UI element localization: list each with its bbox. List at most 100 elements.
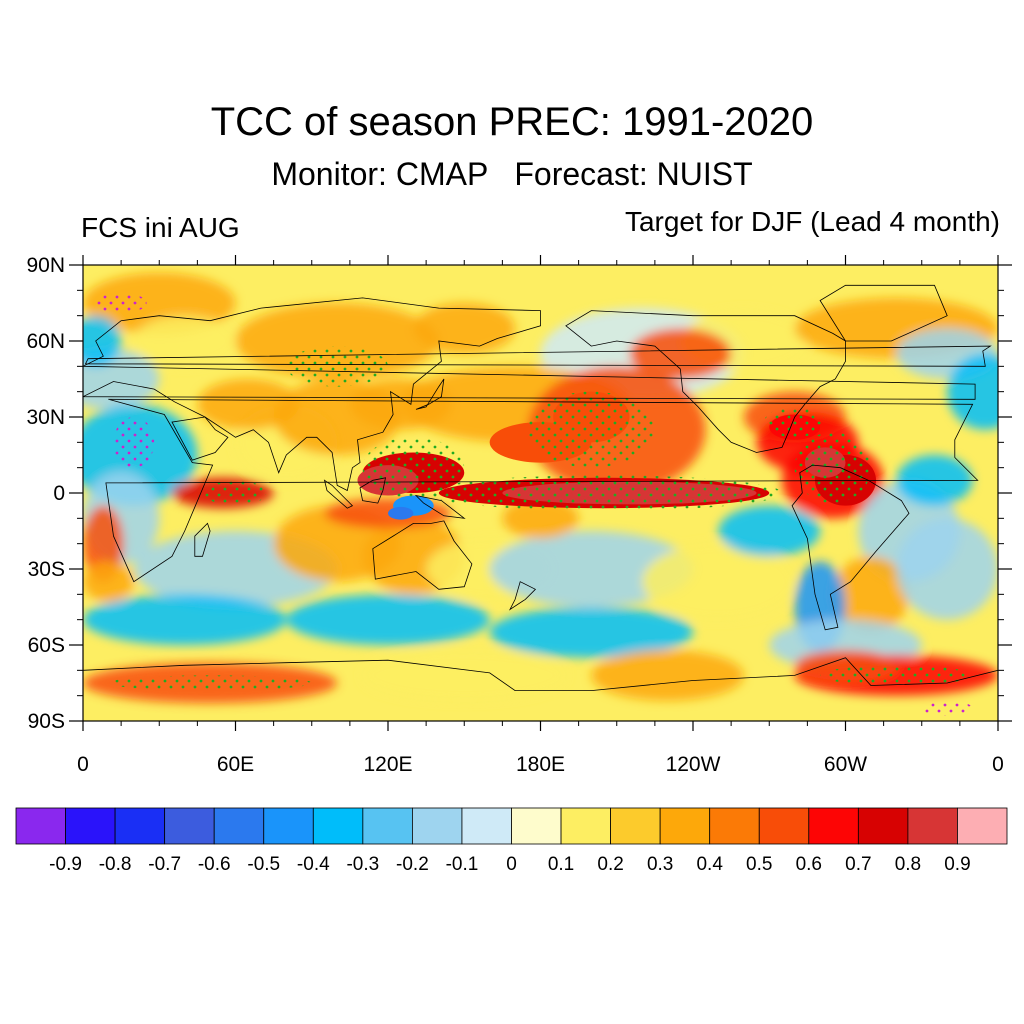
coastline bbox=[508, 581, 537, 611]
significant-area bbox=[108, 675, 312, 691]
field-patch bbox=[896, 518, 998, 620]
coastline bbox=[194, 522, 211, 557]
colorbar-swatch bbox=[65, 807, 116, 845]
colorbar-swatch bbox=[610, 807, 661, 845]
colorbar-label: -0.1 bbox=[446, 854, 479, 875]
colorbar-swatch bbox=[114, 807, 166, 845]
colorbar-label: 0.1 bbox=[548, 854, 574, 875]
colorbar-label: 0 bbox=[506, 854, 517, 875]
field-patch bbox=[489, 607, 693, 658]
field-patch bbox=[629, 328, 732, 379]
lon-tick-label: 120E bbox=[363, 753, 412, 776]
significant-area bbox=[527, 391, 655, 468]
field-patch bbox=[489, 531, 693, 607]
colorbar-swatch bbox=[857, 807, 909, 845]
coastline bbox=[171, 416, 229, 461]
significant-area bbox=[820, 665, 973, 686]
colorbar-swatch bbox=[659, 807, 711, 845]
lon-tick-label: 0 bbox=[77, 753, 89, 776]
significant-area bbox=[205, 480, 266, 506]
colorbar-swatch bbox=[15, 807, 66, 845]
field-patch bbox=[947, 353, 998, 430]
field-patch bbox=[83, 561, 134, 602]
colorbar-label: 0.3 bbox=[647, 854, 673, 875]
significance-stipples bbox=[95, 292, 973, 716]
colorbar-swatch bbox=[312, 807, 364, 845]
lat-tick-label: 90S bbox=[28, 710, 65, 733]
colorbar-swatch bbox=[411, 807, 463, 845]
field-patch bbox=[286, 594, 490, 646]
lat-tick-label: 0 bbox=[53, 482, 65, 505]
lat-tick-label: 60N bbox=[26, 330, 65, 353]
colorbar-label: -0.4 bbox=[297, 854, 330, 875]
field-patch bbox=[133, 315, 236, 367]
lat-tick-label: 90N bbox=[26, 254, 65, 277]
coastline bbox=[359, 477, 387, 504]
significant-area bbox=[286, 346, 388, 387]
map-subtitle: Monitor: CMAP Forecast: NUIST bbox=[271, 156, 753, 192]
lon-tick-label: 60W bbox=[824, 753, 867, 776]
colorbar-label: 0.9 bbox=[944, 854, 970, 875]
colorbar-label: -0.6 bbox=[198, 854, 231, 875]
lon-tick-label: 0 bbox=[992, 753, 1004, 776]
coastline bbox=[83, 297, 976, 492]
map-axes: 90N 60N 30N 0 30S 60S 90S 0 60E 120E 180E 120W 60W 0 bbox=[26, 254, 1012, 776]
significant-area bbox=[764, 406, 826, 438]
coastlines bbox=[83, 284, 998, 721]
significant-negative-area bbox=[95, 292, 147, 314]
coastline bbox=[414, 494, 466, 519]
coastline bbox=[323, 479, 354, 509]
target-season-label: Target for DJF (Lead 4 month) bbox=[624, 206, 1000, 237]
colorbar-label: 0.4 bbox=[696, 854, 723, 875]
lon-tick-label: 120W bbox=[666, 753, 721, 776]
tcc-field bbox=[83, 265, 998, 721]
significant-area bbox=[362, 437, 465, 499]
map-title: TCC of season PREC: 1991-2020 bbox=[210, 100, 814, 144]
colorbar-label: -0.3 bbox=[346, 854, 379, 875]
coastline bbox=[372, 520, 473, 590]
lat-tick-label: 30N bbox=[26, 406, 65, 429]
lat-tick-label: 30S bbox=[28, 558, 65, 581]
coastline bbox=[105, 398, 979, 583]
colorbar-label: -0.8 bbox=[99, 854, 132, 875]
coastline bbox=[819, 284, 948, 342]
significant-area bbox=[426, 475, 782, 511]
lon-tick-label: 180E bbox=[516, 753, 565, 776]
colorbar-swatch bbox=[461, 807, 512, 845]
colorbar-swatch bbox=[957, 807, 1008, 845]
coastline bbox=[83, 657, 998, 721]
colorbar-swatch bbox=[164, 807, 215, 845]
colorbar-label: 0.5 bbox=[746, 854, 772, 875]
colorbar-label: -0.2 bbox=[396, 854, 429, 875]
colorbar-label: -0.5 bbox=[247, 854, 280, 875]
colorbar-label: 0.2 bbox=[597, 854, 623, 875]
coastline bbox=[84, 345, 992, 367]
field-patch bbox=[413, 303, 516, 354]
significant-negative-area bbox=[113, 417, 155, 468]
colorbar-swatch bbox=[709, 807, 760, 845]
field-patch bbox=[591, 650, 744, 701]
colorbar-label: 0.7 bbox=[845, 854, 871, 875]
field-patch bbox=[832, 556, 910, 633]
colorbar-label: 0.8 bbox=[895, 854, 921, 875]
field-core bbox=[388, 506, 414, 520]
colorbar-swatch bbox=[758, 807, 810, 845]
coastline bbox=[791, 464, 910, 631]
colorbar-label: -0.7 bbox=[148, 854, 181, 875]
field-patch bbox=[235, 303, 439, 379]
initialization-label: FCS ini AUG bbox=[81, 212, 240, 243]
lon-tick-label: 60E bbox=[217, 753, 254, 776]
field-patch bbox=[362, 650, 566, 701]
field-patch bbox=[83, 594, 287, 646]
field-patch bbox=[718, 505, 821, 557]
colorbar: -0.9 -0.8 -0.7 -0.6 -0.5 -0.4 -0.3 -0.2 -0.1 0 0.1… bbox=[15, 807, 1008, 875]
colorbar-swatch bbox=[511, 807, 562, 845]
colorbar-swatch bbox=[808, 807, 859, 845]
colorbar-label: 0.6 bbox=[796, 854, 822, 875]
colorbar-swatch bbox=[213, 807, 265, 845]
colorbar-swatch bbox=[362, 807, 413, 845]
significant-negative-area bbox=[921, 700, 973, 716]
significant-area bbox=[794, 432, 871, 504]
field-patch bbox=[642, 543, 795, 620]
